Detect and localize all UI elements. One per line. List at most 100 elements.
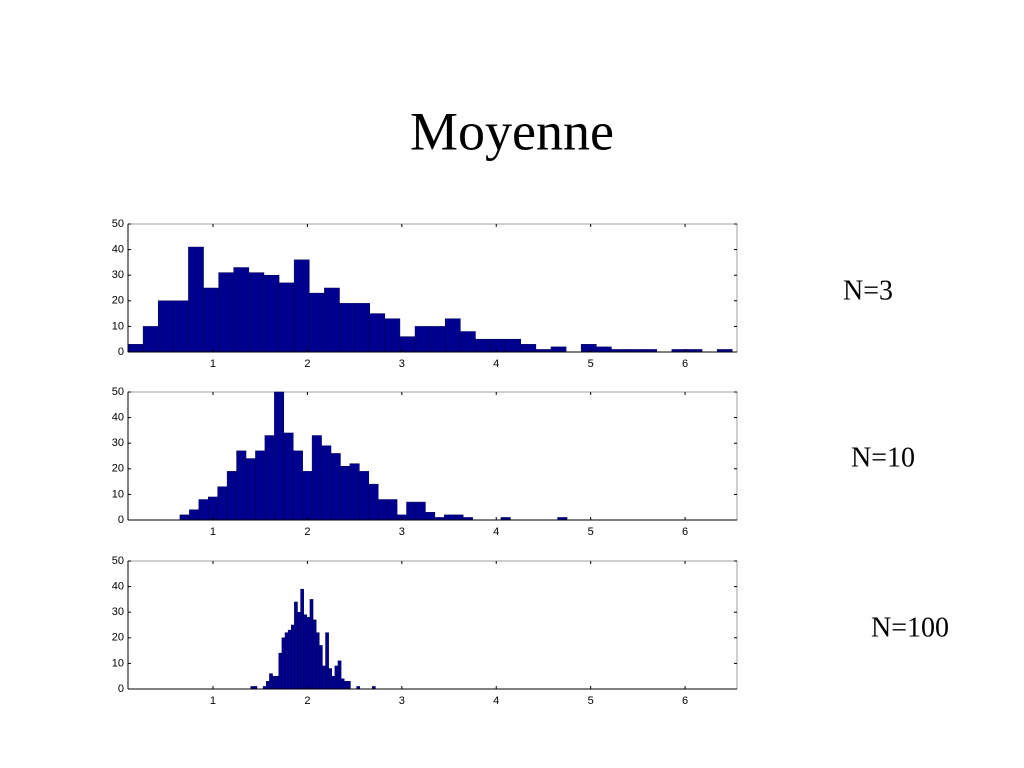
bar	[319, 645, 323, 690]
bar	[142, 326, 159, 353]
bar	[343, 681, 348, 690]
y-tick-label: 10	[112, 657, 124, 669]
bar	[297, 611, 301, 690]
bar	[236, 450, 247, 521]
bar	[293, 259, 310, 353]
bar	[173, 300, 189, 353]
bar	[330, 453, 341, 521]
bar	[328, 668, 333, 690]
bar	[331, 675, 336, 690]
y-tick-label: 20	[112, 463, 124, 475]
x-tick-label: 4	[493, 695, 499, 707]
bar	[354, 303, 370, 353]
y-tick-label: 40	[112, 412, 124, 424]
bar	[377, 499, 388, 521]
bar	[309, 292, 325, 353]
y-tick-label: 40	[112, 581, 124, 593]
x-tick-label: 5	[588, 695, 594, 707]
bar	[505, 338, 522, 353]
annotation: N=10	[851, 442, 915, 473]
bar	[266, 681, 270, 690]
bar	[309, 599, 314, 690]
bar	[287, 629, 292, 690]
bar	[188, 246, 204, 353]
bar	[281, 637, 286, 690]
x-tick-label: 4	[493, 358, 499, 370]
slide-title: Moyenne	[410, 101, 614, 161]
bar	[290, 624, 295, 690]
bar	[245, 458, 256, 521]
bar	[292, 450, 303, 521]
bar	[283, 432, 294, 521]
y-tick-label: 30	[112, 269, 124, 281]
bar	[550, 346, 567, 353]
y-tick-label: 10	[112, 488, 124, 500]
bar	[226, 471, 237, 521]
bar	[208, 496, 218, 521]
bar	[337, 660, 342, 690]
bar	[255, 450, 266, 521]
bar	[429, 326, 446, 353]
x-tick-label: 1	[210, 358, 216, 370]
annotation: N=3	[843, 275, 893, 306]
bar	[233, 267, 250, 353]
y-tick-label: 30	[112, 437, 124, 449]
bar	[203, 287, 219, 353]
bar	[444, 514, 454, 521]
bar	[303, 614, 308, 690]
y-tick-label: 40	[112, 244, 124, 256]
bar	[312, 619, 317, 690]
bar	[460, 331, 476, 353]
bar	[340, 678, 345, 690]
bar	[306, 617, 311, 690]
bar	[359, 471, 370, 521]
bar	[248, 272, 265, 353]
bar	[444, 318, 461, 353]
bar	[127, 344, 144, 353]
x-tick-label: 4	[493, 526, 499, 538]
x-tick-label: 6	[682, 526, 688, 538]
x-tick-label: 1	[210, 526, 216, 538]
bar	[325, 632, 329, 690]
bar	[340, 465, 351, 521]
bar	[415, 501, 426, 521]
annotation: N=100	[871, 612, 949, 643]
y-tick-label: 0	[118, 683, 124, 695]
bar	[284, 632, 289, 690]
bar	[368, 483, 379, 521]
y-tick-label: 30	[112, 606, 124, 618]
bar	[300, 588, 304, 690]
y-tick-label: 50	[112, 555, 124, 567]
plot-frame	[127, 560, 738, 690]
bar	[414, 326, 431, 353]
bar	[347, 681, 351, 690]
bar	[334, 665, 339, 690]
bar	[311, 435, 322, 521]
y-tick-label: 20	[112, 295, 124, 307]
bar	[274, 391, 285, 521]
bar	[339, 303, 355, 353]
x-tick-label: 2	[304, 526, 310, 538]
bar	[294, 601, 298, 690]
bar	[406, 501, 417, 521]
bar	[218, 272, 234, 353]
bar	[157, 300, 174, 353]
y-tick-label: 0	[118, 514, 124, 526]
bar	[369, 313, 386, 353]
x-tick-label: 3	[399, 695, 405, 707]
bar	[179, 514, 190, 521]
y-tick-label: 0	[118, 346, 124, 358]
bar	[322, 665, 326, 690]
bar	[278, 282, 295, 353]
bar	[453, 514, 464, 521]
bar	[324, 287, 340, 353]
bar	[349, 463, 360, 521]
x-tick-label: 6	[682, 358, 688, 370]
x-tick-label: 6	[682, 695, 688, 707]
bar	[278, 652, 283, 690]
bar	[264, 435, 275, 521]
y-tick-label: 50	[112, 218, 124, 230]
x-tick-label: 3	[399, 526, 405, 538]
x-tick-label: 1	[210, 695, 216, 707]
